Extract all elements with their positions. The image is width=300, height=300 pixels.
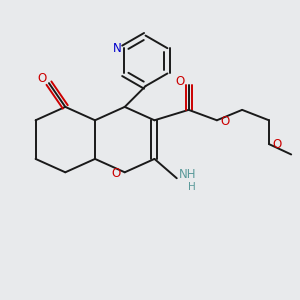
Text: O: O xyxy=(220,115,230,128)
Text: N: N xyxy=(113,42,122,55)
Text: O: O xyxy=(176,75,185,88)
Text: O: O xyxy=(273,138,282,151)
Text: NH: NH xyxy=(179,168,197,181)
Text: O: O xyxy=(111,167,120,180)
Text: O: O xyxy=(37,72,46,85)
Text: H: H xyxy=(188,182,196,192)
